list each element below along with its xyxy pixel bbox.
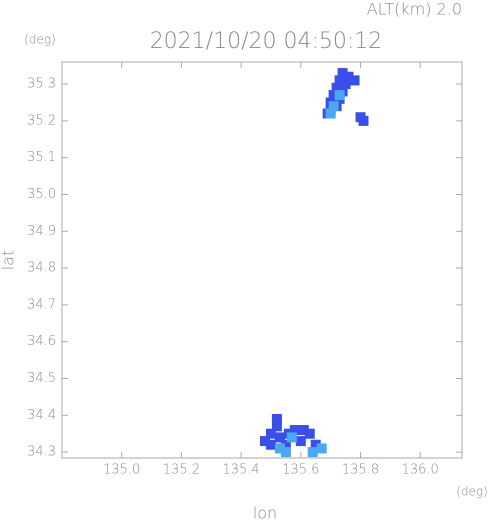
y-tick-label: 34.8 — [27, 261, 56, 276]
x-tick-label: 135.0 — [103, 463, 140, 478]
y-tick-label: 35.0 — [27, 187, 56, 202]
x-tick-label: 135.6 — [282, 463, 319, 478]
echo-cell — [274, 432, 285, 443]
y-tick-label: 34.7 — [27, 297, 56, 312]
chart-title: 2021/10/20 04:50:12 — [150, 29, 383, 54]
echo-cell — [280, 447, 291, 458]
y-axis-title: lat — [0, 250, 18, 271]
y-unit: (deg) — [24, 33, 56, 47]
y-tick-label: 34.5 — [27, 371, 56, 386]
echo-cell — [274, 443, 285, 454]
y-tick-label: 34.6 — [27, 334, 56, 349]
echo-cell — [271, 413, 282, 424]
echo-cell — [307, 447, 318, 458]
x-axis-title: lon — [253, 504, 277, 522]
y-tick-label: 35.1 — [27, 150, 56, 165]
echo-cell — [298, 425, 309, 436]
echo-cell — [280, 439, 291, 450]
echo-cell — [331, 82, 342, 93]
echo-cell — [316, 443, 327, 454]
echo-cell — [328, 101, 339, 112]
x-tick-label: 135.2 — [163, 463, 200, 478]
echo-cell — [271, 421, 282, 432]
y-tick-label: 35.3 — [27, 77, 56, 92]
y-tick-label: 34.3 — [27, 445, 56, 460]
y-tick-label: 35.2 — [27, 113, 56, 128]
altitude: ALT(km) 2.0 — [367, 0, 462, 19]
echo-cell — [325, 108, 336, 119]
echo-cell — [328, 90, 339, 101]
echo-cell — [304, 428, 315, 439]
x-tick-label: 136.0 — [402, 463, 439, 478]
echo-cell — [337, 68, 348, 79]
echo-cell — [265, 439, 276, 450]
echo-cell — [289, 425, 300, 436]
echo-cell — [340, 79, 351, 90]
echo-cell — [286, 432, 297, 443]
echo-cell — [265, 428, 276, 439]
y-tick-label: 34.4 — [27, 408, 56, 423]
x-tick-label: 135.4 — [222, 463, 259, 478]
echo-cell — [343, 71, 354, 82]
x-tick-label: 135.8 — [342, 463, 379, 478]
echo-cell — [259, 436, 270, 447]
x-unit: (deg) — [456, 485, 488, 499]
echo-cell — [358, 115, 369, 126]
echo-cell — [334, 75, 345, 86]
echo-cell — [310, 439, 321, 450]
plot-frame — [61, 61, 463, 459]
y-tick-label: 34.9 — [27, 224, 56, 239]
echo-cell — [349, 75, 360, 86]
echo-cell — [295, 436, 306, 447]
echo-cell — [334, 90, 345, 101]
